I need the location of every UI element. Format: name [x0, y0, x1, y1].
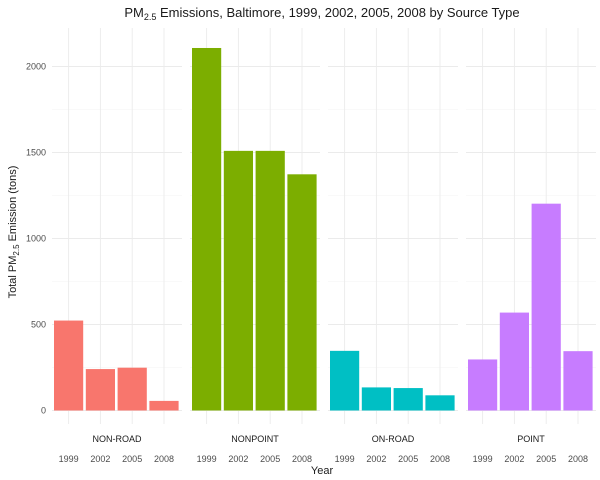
x-tick-label: 1999: [473, 454, 493, 464]
bar-nonpoint-2008: [287, 174, 317, 411]
x-tick-label: 2005: [122, 454, 142, 464]
x-tick-label: 2005: [260, 454, 280, 464]
bar-nonpoint-1999: [192, 47, 222, 411]
x-tick-label: 2005: [536, 454, 556, 464]
panel-strip-labels: NON-ROAD NONPOINT ON-ROAD POINT: [93, 434, 546, 444]
x-tick-label: 1999: [59, 454, 79, 464]
y-tick-label: 1000: [26, 234, 46, 244]
bar-point-1999: [468, 359, 498, 411]
x-tick-label: 2002: [366, 454, 386, 464]
x-tick-label: 2005: [398, 454, 418, 464]
x-tick-label: 1999: [197, 454, 217, 464]
x-tick-label: 2002: [504, 454, 524, 464]
x-axis-ticks: 1999 2002 2005 2008 1999 2002 2005 2008 1999 2002…: [59, 454, 588, 464]
x-tick-label: 2008: [292, 454, 312, 464]
x-tick-label: 2008: [154, 454, 174, 464]
bar-non-road-2008: [149, 400, 179, 411]
strip-label-point: POINT: [517, 434, 545, 444]
x-tick-label: 1999: [335, 454, 355, 464]
bar-on-road-2002: [361, 387, 391, 411]
strip-label-on-road: ON-ROAD: [372, 434, 415, 444]
chart-title: PM2.5 Emissions, Baltimore, 1999, 2002, …: [124, 5, 519, 22]
y-tick-label: 0: [41, 406, 46, 416]
bar-non-road-2002: [85, 369, 115, 411]
bar-point-2008: [563, 351, 593, 411]
y-axis-title: Total PM2.5 Emission (tons): [7, 166, 21, 299]
y-tick-label: 500: [31, 320, 46, 330]
y-tick-label: 1500: [26, 148, 46, 158]
x-axis-title: Year: [311, 465, 334, 477]
strip-label-non-road: NON-ROAD: [93, 434, 142, 444]
bar-point-2002: [499, 312, 529, 411]
x-tick-label: 2008: [430, 454, 450, 464]
bar-non-road-1999: [54, 320, 84, 411]
bar-non-road-2005: [117, 367, 147, 411]
y-axis-ticks: 0 500 1000 1500 2000: [26, 62, 46, 416]
bar-point-2005: [531, 203, 561, 411]
bar-layer: [54, 47, 593, 411]
bar-nonpoint-2005: [255, 150, 285, 411]
y-tick-label: 2000: [26, 62, 46, 72]
strip-label-nonpoint: NONPOINT: [231, 434, 279, 444]
bar-on-road-1999: [330, 350, 360, 411]
x-tick-label: 2002: [90, 454, 110, 464]
x-tick-label: 2002: [228, 454, 248, 464]
bar-nonpoint-2002: [223, 150, 253, 411]
bar-on-road-2008: [425, 395, 455, 411]
bar-on-road-2005: [393, 388, 423, 411]
x-tick-label: 2008: [568, 454, 588, 464]
